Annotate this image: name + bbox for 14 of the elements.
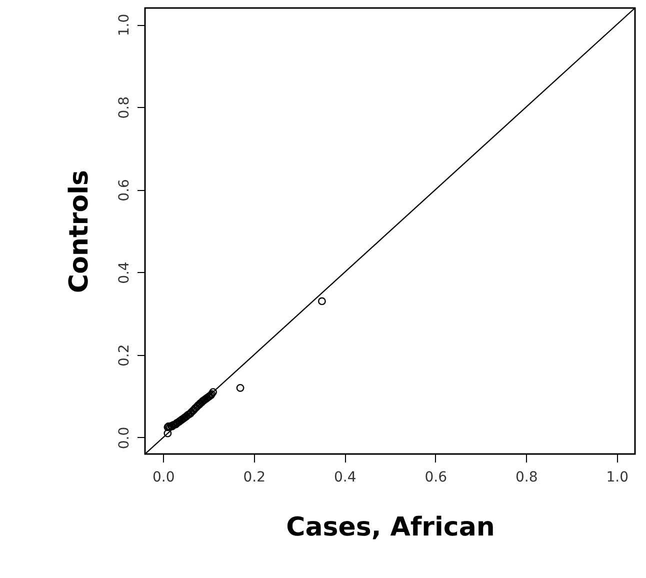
y-tick-label: 0.2: [116, 344, 132, 367]
x-tick-label: 0.8: [515, 470, 538, 486]
y-tick-label: 0.0: [116, 426, 132, 450]
x-tick-label: 0.2: [243, 470, 266, 486]
y-tick-label: 0.6: [116, 178, 132, 202]
y-axis-title: Controls: [64, 170, 94, 293]
x-tick-label: 0.4: [334, 470, 356, 486]
x-axis-title: Cases, African: [286, 512, 495, 542]
x-tick-label: 1.0: [606, 470, 628, 486]
y-tick-label: 0.4: [116, 262, 132, 284]
x-tick-label: 0.6: [424, 470, 448, 486]
y-tick-label: 0.8: [116, 96, 132, 119]
x-tick-label: 0.0: [152, 470, 175, 486]
y-tick-label: 1.0: [116, 14, 132, 36]
